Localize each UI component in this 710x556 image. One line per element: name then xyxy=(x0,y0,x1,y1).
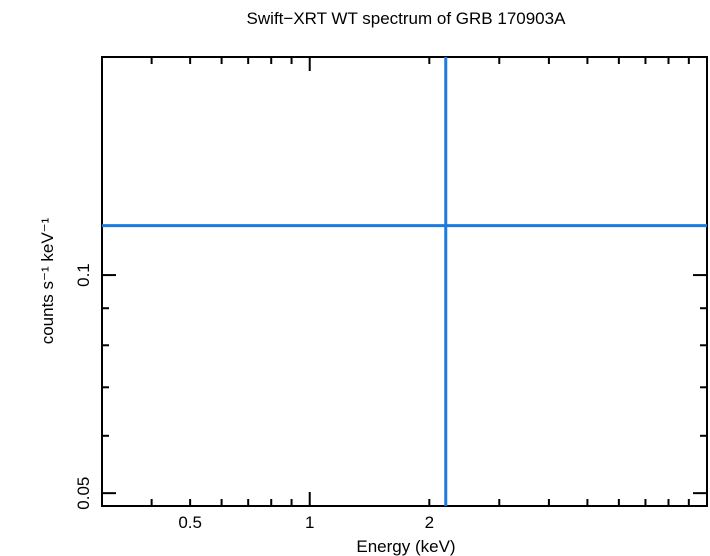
y-tick-label: 0.05 xyxy=(74,477,93,510)
x-tick-label: 1 xyxy=(305,513,314,532)
plot-frame xyxy=(101,56,708,507)
chart-title: Swift−XRT WT spectrum of GRB 170903A xyxy=(247,9,567,28)
y-axis-label: counts s⁻¹ keV⁻¹ xyxy=(38,217,57,344)
y-tick-label: 0.1 xyxy=(74,263,93,287)
x-tick-label: 0.5 xyxy=(178,513,202,532)
x-tick-label: 2 xyxy=(425,513,434,532)
x-axis-label: Energy (keV) xyxy=(356,537,455,556)
